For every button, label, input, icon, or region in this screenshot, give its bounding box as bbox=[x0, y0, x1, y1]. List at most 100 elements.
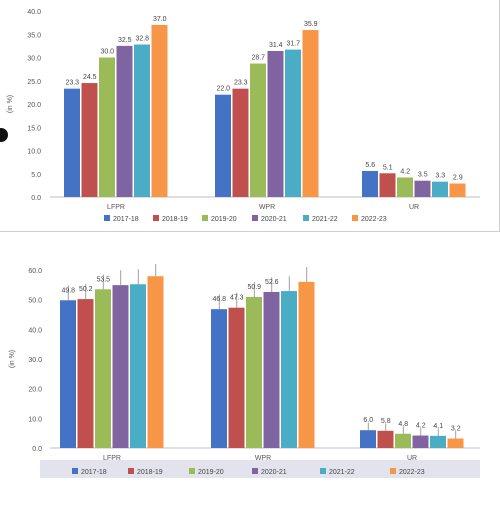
data-label: 5.1 bbox=[383, 164, 393, 171]
data-label: 4.8 bbox=[398, 421, 408, 428]
legend-label-2018-19: 2018-19 bbox=[162, 216, 188, 223]
y-tick-label: 30.0 bbox=[28, 357, 42, 364]
legend-swatch-2020-21 bbox=[252, 215, 258, 221]
data-label: 47.3 bbox=[230, 295, 244, 302]
legend-label-2022-23: 2022-23 bbox=[361, 216, 387, 223]
y-tick-label: 20.0 bbox=[28, 387, 42, 394]
bar-wpr-2018-19 bbox=[228, 307, 245, 448]
bar-lfpr-2022-23 bbox=[151, 24, 168, 198]
data-label: 31.7 bbox=[286, 41, 300, 48]
bar-lfpr-2022-23 bbox=[147, 276, 164, 448]
legend-label-2022-23: 2022-23 bbox=[399, 469, 425, 476]
x-tick-label: WPR bbox=[259, 204, 275, 211]
y-tick-label: 40.0 bbox=[28, 327, 42, 334]
bar-ur-2021-22 bbox=[432, 181, 448, 197]
top-bar-chart: 0.0 5.0 10.0 15.0 20.0 25.0 30.0 35.0 40.0 (in %)… bbox=[7, 9, 480, 223]
data-label: 37.0 bbox=[153, 16, 167, 23]
data-label: 23.3 bbox=[234, 80, 248, 87]
legend-swatch-2017-18 bbox=[72, 468, 78, 474]
legend-swatch-2020-21 bbox=[252, 468, 258, 474]
bottom-chart-panel: 0.0 10.0 20.0 30.0 40.0 50.0 60.0 (in %) 49.8 50.… bbox=[0, 238, 500, 500]
legend-label-2021-22: 2021-22 bbox=[329, 469, 355, 476]
data-label: 3.2 bbox=[451, 426, 461, 433]
x-tick-label: UR bbox=[409, 204, 419, 211]
bar-lfpr-2017-18 bbox=[60, 300, 76, 448]
x-tick-label: LFPR bbox=[107, 204, 125, 211]
top-chart-panel: 0.0 5.0 10.0 15.0 20.0 25.0 30.0 35.0 40.0 (in %)… bbox=[0, 0, 500, 232]
bar-ur-2019-20 bbox=[397, 177, 413, 197]
bar-lfpr-2018-19 bbox=[77, 299, 94, 448]
bar-ur-2020-21 bbox=[414, 180, 431, 197]
legend-label-2017-18: 2017-18 bbox=[113, 216, 139, 223]
data-label: 31.4 bbox=[269, 42, 283, 49]
bar-lfpr-2020-21 bbox=[116, 45, 133, 197]
x-tick-label: WPR bbox=[255, 455, 271, 462]
bar-ur-2019-20 bbox=[395, 433, 411, 448]
legend-label-2018-19: 2018-19 bbox=[137, 469, 163, 476]
bar-lfpr-2019-20 bbox=[95, 289, 111, 448]
y-axis-label: (in %) bbox=[7, 95, 14, 113]
y-tick-label: 0.0 bbox=[31, 195, 41, 202]
data-label: 6.0 bbox=[363, 417, 373, 424]
x-tick-label: UR bbox=[407, 455, 417, 462]
data-label: 46.8 bbox=[212, 296, 226, 303]
legend-label-2020-21: 2020-21 bbox=[261, 216, 287, 223]
bar-wpr-2017-18 bbox=[211, 309, 227, 448]
data-label: 5.8 bbox=[381, 418, 391, 425]
y-tick-label: 60.0 bbox=[28, 268, 42, 275]
bar-ur-2017-18 bbox=[360, 430, 376, 448]
data-label: 4.2 bbox=[416, 423, 426, 430]
data-label: 50.2 bbox=[79, 286, 93, 293]
legend-label-2021-22: 2021-22 bbox=[312, 216, 338, 223]
data-label: 32.8 bbox=[135, 35, 149, 42]
legend-swatch-2018-19 bbox=[153, 215, 159, 221]
legend-swatch-2019-20 bbox=[202, 215, 208, 221]
data-label: 30.0 bbox=[100, 49, 114, 56]
bar-wpr-2021-22 bbox=[285, 49, 301, 197]
legend-label-2017-18: 2017-18 bbox=[81, 469, 107, 476]
y-tick-label: 10.0 bbox=[28, 416, 42, 423]
bar-wpr-2020-21 bbox=[267, 50, 284, 197]
bar-wpr-2022-23 bbox=[298, 281, 315, 448]
y-tick-label: 20.0 bbox=[27, 102, 41, 109]
y-tick-label: 50.0 bbox=[28, 298, 42, 305]
bar-wpr-2021-22 bbox=[281, 291, 297, 448]
bar-lfpr-2021-22 bbox=[130, 284, 146, 448]
legend-swatch-2022-23 bbox=[390, 468, 396, 474]
data-label: 2.9 bbox=[453, 175, 463, 182]
slide-bullet-icon bbox=[0, 128, 8, 142]
bar-wpr-2019-20 bbox=[250, 63, 266, 197]
y-axis-label: (in %) bbox=[9, 350, 16, 368]
y-tick-label: 25.0 bbox=[27, 79, 41, 86]
legend-swatch-2022-23 bbox=[352, 215, 358, 221]
bar-wpr-2019-20 bbox=[246, 296, 262, 448]
y-tick-label: 15.0 bbox=[27, 125, 41, 132]
bar-wpr-2020-21 bbox=[263, 291, 280, 448]
bar-wpr-2022-23 bbox=[302, 30, 319, 197]
data-label: 32.5 bbox=[118, 37, 132, 44]
bar-ur-2020-21 bbox=[412, 435, 429, 448]
data-label: 23.3 bbox=[65, 80, 79, 87]
bar-ur-2021-22 bbox=[430, 435, 446, 448]
legend-label-2019-20: 2019-20 bbox=[198, 469, 224, 476]
bar-lfpr-2020-21 bbox=[112, 285, 129, 448]
y-tick-label: 5.0 bbox=[31, 172, 41, 179]
bar-wpr-2018-19 bbox=[232, 88, 249, 197]
bar-ur-2018-19 bbox=[377, 430, 394, 448]
data-label: 3.5 bbox=[418, 172, 428, 179]
data-label: 50.9 bbox=[247, 284, 261, 291]
bar-lfpr-2019-20 bbox=[99, 57, 115, 197]
data-label: 52.6 bbox=[265, 279, 279, 286]
bar-ur-2018-19 bbox=[379, 173, 396, 197]
x-tick-label: LFPR bbox=[103, 455, 121, 462]
data-label: 22.0 bbox=[216, 86, 230, 93]
data-label: 5.6 bbox=[365, 162, 375, 169]
legend-swatch-2021-22 bbox=[303, 215, 309, 221]
legend-swatch-2019-20 bbox=[189, 468, 195, 474]
bottom-bar-chart: 0.0 10.0 20.0 30.0 40.0 50.0 60.0 (in %) 49.8 50.… bbox=[9, 264, 480, 478]
data-label: 28.7 bbox=[251, 55, 265, 62]
legend-swatch-2021-22 bbox=[320, 468, 326, 474]
bar-lfpr-2018-19 bbox=[81, 83, 98, 197]
legend-band bbox=[40, 460, 480, 478]
data-label: 53.5 bbox=[96, 276, 110, 283]
